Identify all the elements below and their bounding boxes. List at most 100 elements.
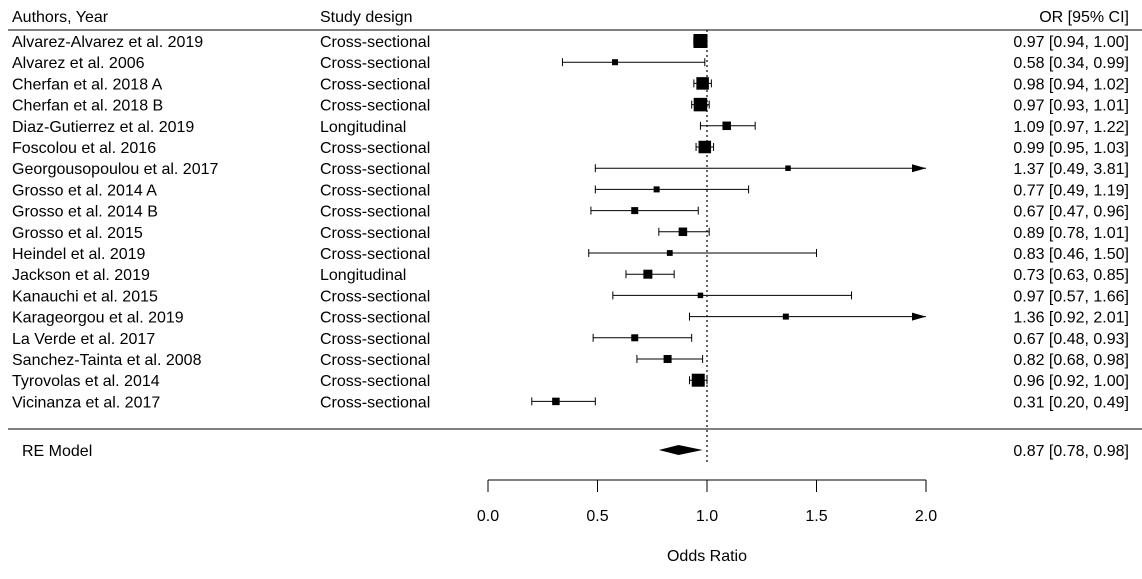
point-estimate	[693, 34, 708, 48]
study-row: Foscolou et al. 2016 Cross-sectional 0.99 …	[12, 140, 1129, 157]
study-author: Jackson et al. 2019	[12, 267, 150, 284]
point-estimate	[653, 186, 660, 193]
study-ci-text: 0.77 [0.49, 1.19]	[1013, 182, 1129, 199]
study-row: Diaz-Gutierrez et al. 2019 Longitudinal 1.…	[12, 119, 1129, 136]
study-design: Cross-sectional	[320, 98, 430, 115]
study-design: Cross-sectional	[320, 310, 430, 327]
ci-arrow	[912, 312, 926, 321]
header-authors: Authors, Year	[12, 9, 109, 26]
point-estimate	[666, 250, 673, 256]
study-design: Cross-sectional	[320, 55, 430, 72]
study-row: La Verde et al. 2017 Cross-sectional 0.67 …	[12, 331, 1129, 348]
point-estimate	[722, 121, 731, 131]
study-author: Heindel et al. 2019	[12, 246, 146, 263]
study-ci-text: 0.99 [0.95, 1.03]	[1013, 140, 1129, 157]
study-design: Longitudinal	[320, 119, 406, 136]
study-row: Kanauchi et al. 2015 Cross-sectional 0.97 …	[12, 288, 1129, 305]
study-ci-text: 0.97 [0.93, 1.01]	[1013, 98, 1129, 115]
study-ci-text: 1.36 [0.92, 2.01]	[1013, 310, 1129, 327]
study-row: Georgousopoulou et al. 2017 Cross-section…	[12, 161, 1129, 178]
study-design: Cross-sectional	[320, 140, 430, 157]
study-author: La Verde et al. 2017	[12, 331, 155, 348]
study-author: Vicinanza et al. 2017	[12, 394, 160, 411]
summary-ci-text: 0.87 [0.78, 0.98]	[1013, 443, 1129, 460]
point-estimate	[612, 59, 619, 66]
study-author: Grosso et al. 2014 B	[12, 204, 158, 221]
point-estimate	[631, 334, 639, 342]
study-design: Cross-sectional	[320, 204, 430, 221]
point-estimate	[785, 165, 791, 171]
study-author: Cherfan et al. 2018 B	[12, 98, 163, 115]
point-estimate	[697, 292, 704, 299]
study-author: Karageorgou et al. 2019	[12, 310, 184, 327]
study-ci-text: 1.37 [0.49, 3.81]	[1013, 161, 1129, 178]
point-estimate	[693, 97, 708, 112]
study-ci-text: 0.83 [0.46, 1.50]	[1013, 246, 1129, 263]
study-author: Grosso et al. 2014 A	[12, 182, 157, 199]
study-design: Cross-sectional	[320, 225, 430, 242]
study-row: Grosso et al. 2014 A Cross-sectional 0.77 …	[12, 182, 1129, 199]
header-or-ci: OR [95% CI]	[1039, 9, 1129, 26]
study-design: Cross-sectional	[320, 373, 430, 390]
study-ci-text: 0.98 [0.94, 1.02]	[1013, 76, 1129, 93]
x-axis-label: Odds Ratio	[667, 548, 747, 565]
point-estimate	[552, 397, 560, 406]
study-design: Cross-sectional	[320, 288, 430, 305]
study-author: Kanauchi et al. 2015	[12, 288, 158, 305]
study-design: Cross-sectional	[320, 394, 430, 411]
x-tick-label: 2.0	[915, 508, 937, 525]
study-ci-text: 0.82 [0.68, 0.98]	[1013, 352, 1129, 369]
study-author: Alvarez et al. 2006	[12, 55, 145, 72]
study-ci-text: 0.67 [0.47, 0.96]	[1013, 204, 1129, 221]
study-row: Alvarez et al. 2006 Cross-sectional 0.58 […	[12, 55, 1129, 72]
x-axis: 0.0 0.5 1.0 1.5 2.0	[477, 479, 937, 525]
study-author: Alvarez-Alvarez et al. 2019	[12, 34, 203, 51]
study-row: Grosso et al. 2014 B Cross-sectional 0.67 …	[12, 204, 1129, 221]
study-ci-text: 0.97 [0.57, 1.66]	[1013, 288, 1129, 305]
point-estimate	[691, 373, 705, 387]
study-ci-text: 0.67 [0.48, 0.93]	[1013, 331, 1129, 348]
point-estimate	[678, 227, 688, 237]
study-row: Karageorgou et al. 2019 Cross-sectional 1.…	[12, 310, 1129, 327]
study-design: Cross-sectional	[320, 34, 430, 51]
study-ci-text: 1.09 [0.97, 1.22]	[1013, 119, 1129, 136]
study-row: Alvarez-Alvarez et al. 2019 Cross-section…	[12, 34, 1129, 51]
study-row: Cherfan et al. 2018 B Cross-sectional 0.97…	[12, 98, 1129, 115]
study-ci-text: 0.31 [0.20, 0.49]	[1013, 394, 1129, 411]
x-tick-label: 0.0	[477, 508, 499, 525]
study-design: Cross-sectional	[320, 352, 430, 369]
study-rows: Alvarez-Alvarez et al. 2019 Cross-section…	[12, 34, 1129, 411]
summary-diamond	[658, 445, 703, 455]
study-row: Heindel et al. 2019 Cross-sectional 0.83 […	[12, 246, 1129, 263]
ci-arrow	[912, 164, 926, 173]
study-row: Sanchez-Tainta et al. 2008 Cross-sectiona…	[12, 352, 1129, 369]
x-tick-label: 1.0	[696, 508, 718, 525]
study-row: Vicinanza et al. 2017 Cross-sectional 0.31…	[12, 394, 1129, 411]
study-ci-text: 0.58 [0.34, 0.99]	[1013, 55, 1129, 72]
point-estimate	[782, 313, 789, 320]
study-design: Cross-sectional	[320, 182, 430, 199]
x-tick-label: 0.5	[586, 508, 608, 525]
study-author: Foscolou et al. 2016	[12, 140, 156, 157]
point-estimate	[696, 77, 709, 90]
x-tick-label: 1.5	[805, 508, 827, 525]
study-author: Diaz-Gutierrez et al. 2019	[12, 119, 194, 136]
study-row: Jackson et al. 2019 Longitudinal 0.73 [0.6…	[12, 267, 1129, 284]
study-design: Cross-sectional	[320, 246, 430, 263]
study-row: Grosso et al. 2015 Cross-sectional 0.89 [0…	[12, 225, 1129, 242]
point-estimate	[643, 269, 653, 279]
study-author: Sanchez-Tainta et al. 2008	[12, 352, 202, 369]
point-estimate	[663, 355, 672, 363]
study-design: Cross-sectional	[320, 331, 430, 348]
point-estimate	[698, 140, 712, 154]
study-design: Cross-sectional	[320, 161, 430, 178]
study-design: Cross-sectional	[320, 76, 430, 93]
point-estimate	[631, 207, 639, 215]
study-ci-text: 0.97 [0.94, 1.00]	[1013, 34, 1129, 51]
study-ci-text: 0.96 [0.92, 1.00]	[1013, 373, 1129, 390]
summary-label: RE Model	[22, 443, 92, 460]
study-author: Georgousopoulou et al. 2017	[12, 161, 218, 178]
header-study-design: Study design	[320, 9, 413, 26]
study-ci-text: 0.73 [0.63, 0.85]	[1013, 267, 1129, 284]
